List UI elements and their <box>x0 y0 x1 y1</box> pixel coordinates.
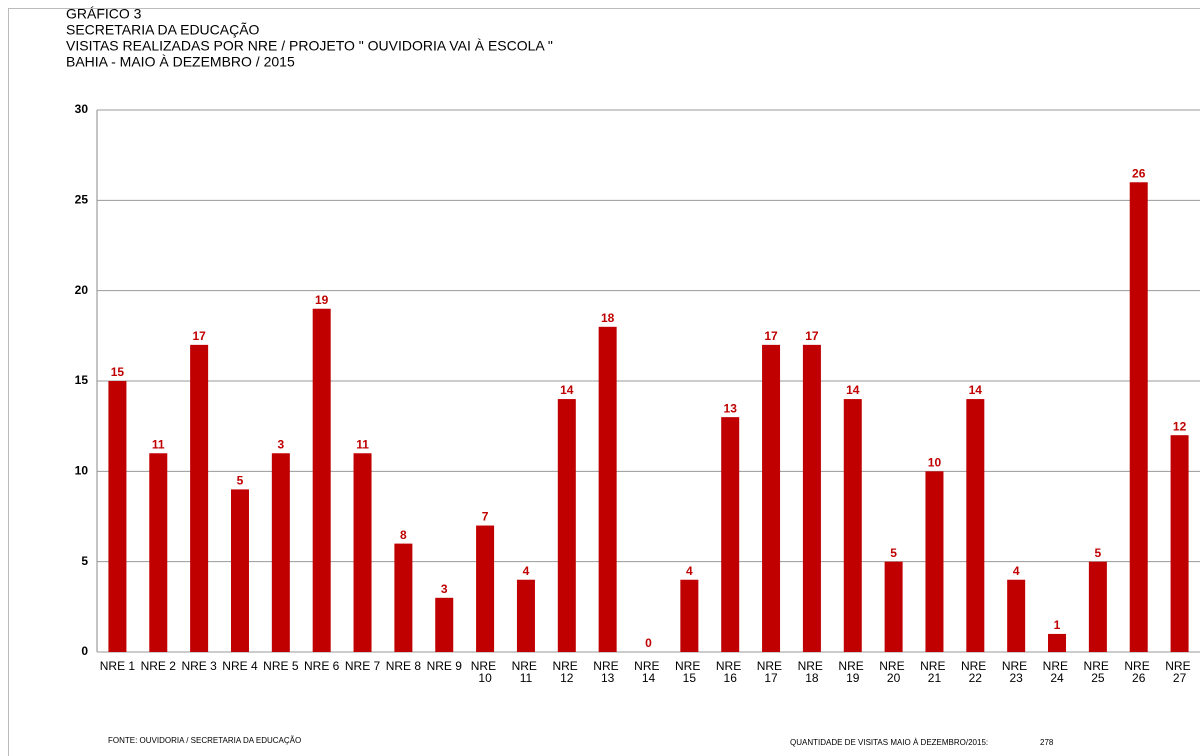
x-tick-label: NRE 13 <box>593 659 622 685</box>
data-label: 4 <box>686 564 693 578</box>
data-label: 5 <box>237 474 244 488</box>
frame <box>8 8 1200 756</box>
bar <box>353 453 372 652</box>
x-tick-label: NRE 8 <box>386 659 422 673</box>
bar <box>598 326 617 652</box>
x-tick-label: NRE 25 <box>1084 659 1113 685</box>
x-tick-label: NRE 22 <box>961 659 990 685</box>
data-label: 19 <box>315 293 329 307</box>
bar <box>1048 633 1067 652</box>
x-tick-label: NRE 9 <box>427 659 463 673</box>
bar <box>884 561 903 652</box>
x-tick-label: NRE 17 <box>757 659 786 685</box>
x-tick-label: NRE 23 <box>1002 659 1031 685</box>
bar <box>394 543 413 652</box>
data-label: 14 <box>560 383 574 397</box>
bar <box>230 489 249 652</box>
y-tick-label: 20 <box>75 283 89 297</box>
x-tick-label: NRE 11 <box>512 659 541 685</box>
bar <box>1088 561 1107 652</box>
data-label: 14 <box>969 383 983 397</box>
y-tick-label: 0 <box>81 644 88 658</box>
title-line: SECRETARIA DA EDUCAÇÃO <box>66 22 260 38</box>
data-label: 4 <box>523 564 530 578</box>
data-label: 5 <box>1095 546 1102 560</box>
total-label: QUANTIDADE DE VISITAS MAIO À DEZEMBRO/20… <box>790 738 988 747</box>
data-label: 7 <box>482 510 489 524</box>
bar <box>1007 579 1026 652</box>
source: FONTE: OUVIDORIA / SECRETARIA DA EDUCAÇÃ… <box>108 736 301 745</box>
data-label: 4 <box>1013 564 1020 578</box>
x-tick-label: NRE 16 <box>716 659 745 685</box>
x-tick-label: NRE 26 <box>1124 659 1153 685</box>
x-tick-label: NRE 12 <box>552 659 581 685</box>
x-tick-label: NRE 7 <box>345 659 381 673</box>
data-label: 17 <box>764 329 778 343</box>
x-tick-label: NRE 20 <box>879 659 908 685</box>
x-tick-label: NRE 15 <box>675 659 704 685</box>
data-label: 14 <box>846 383 860 397</box>
data-label: 10 <box>928 456 942 470</box>
bar <box>108 381 127 652</box>
bar <box>149 453 168 652</box>
x-tick-label: NRE 27 <box>1165 659 1194 685</box>
x-tick-label: NRE 1 <box>100 659 136 673</box>
bar <box>966 399 985 652</box>
data-label: 5 <box>890 546 897 560</box>
data-label: 15 <box>111 365 125 379</box>
data-label: 8 <box>400 528 407 542</box>
total: 278 <box>1040 738 1054 747</box>
data-label: 26 <box>1132 166 1146 180</box>
bar <box>1170 435 1189 652</box>
x-tick-label: NRE 14 <box>634 659 663 685</box>
y-tick-label: 10 <box>75 464 89 478</box>
bar <box>435 597 454 652</box>
data-label: 13 <box>724 401 738 415</box>
data-label: 3 <box>277 437 284 451</box>
bar <box>516 579 535 652</box>
x-tick-label: NRE 6 <box>304 659 340 673</box>
data-label: 11 <box>356 437 369 451</box>
x-tick-label: NRE 5 <box>263 659 299 673</box>
x-tick-label: NRE 19 <box>838 659 867 685</box>
x-tick-label: NRE 21 <box>920 659 949 685</box>
bar <box>680 579 699 652</box>
bar <box>802 344 821 652</box>
y-tick-label: 5 <box>81 554 88 568</box>
data-label: 1 <box>1054 618 1061 632</box>
bar <box>925 471 944 652</box>
x-tick-label: NRE 18 <box>798 659 827 685</box>
x-tick-label: NRE 3 <box>181 659 217 673</box>
x-tick-label: NRE 4 <box>222 659 258 673</box>
y-tick-label: 15 <box>75 373 89 387</box>
bar <box>1129 182 1148 652</box>
title-line: BAHIA - MAIO À DEZEMBRO / 2015 <box>66 54 295 70</box>
y-tick-label: 25 <box>75 193 89 207</box>
bar <box>190 344 209 652</box>
bar <box>476 525 495 652</box>
title-line: GRÁFICO 3 <box>66 6 142 22</box>
data-label: 12 <box>1173 419 1187 433</box>
bar <box>721 417 740 652</box>
data-label: 17 <box>192 329 206 343</box>
x-tick-label: NRE 10 <box>471 659 500 685</box>
x-tick-label: NRE 2 <box>141 659 177 673</box>
bar <box>312 308 331 652</box>
data-label: 3 <box>441 582 448 596</box>
data-label: 0 <box>645 636 652 650</box>
y-tick-label: 30 <box>75 102 89 116</box>
bar <box>557 399 576 652</box>
bar <box>271 453 290 652</box>
title-line: VISITAS REALIZADAS POR NRE / PROJETO " O… <box>66 38 553 54</box>
data-label: 11 <box>152 437 165 451</box>
data-label: 17 <box>805 329 819 343</box>
bar <box>762 344 781 652</box>
data-label: 18 <box>601 311 615 325</box>
x-tick-label: NRE 24 <box>1043 659 1072 685</box>
bar <box>843 399 862 652</box>
